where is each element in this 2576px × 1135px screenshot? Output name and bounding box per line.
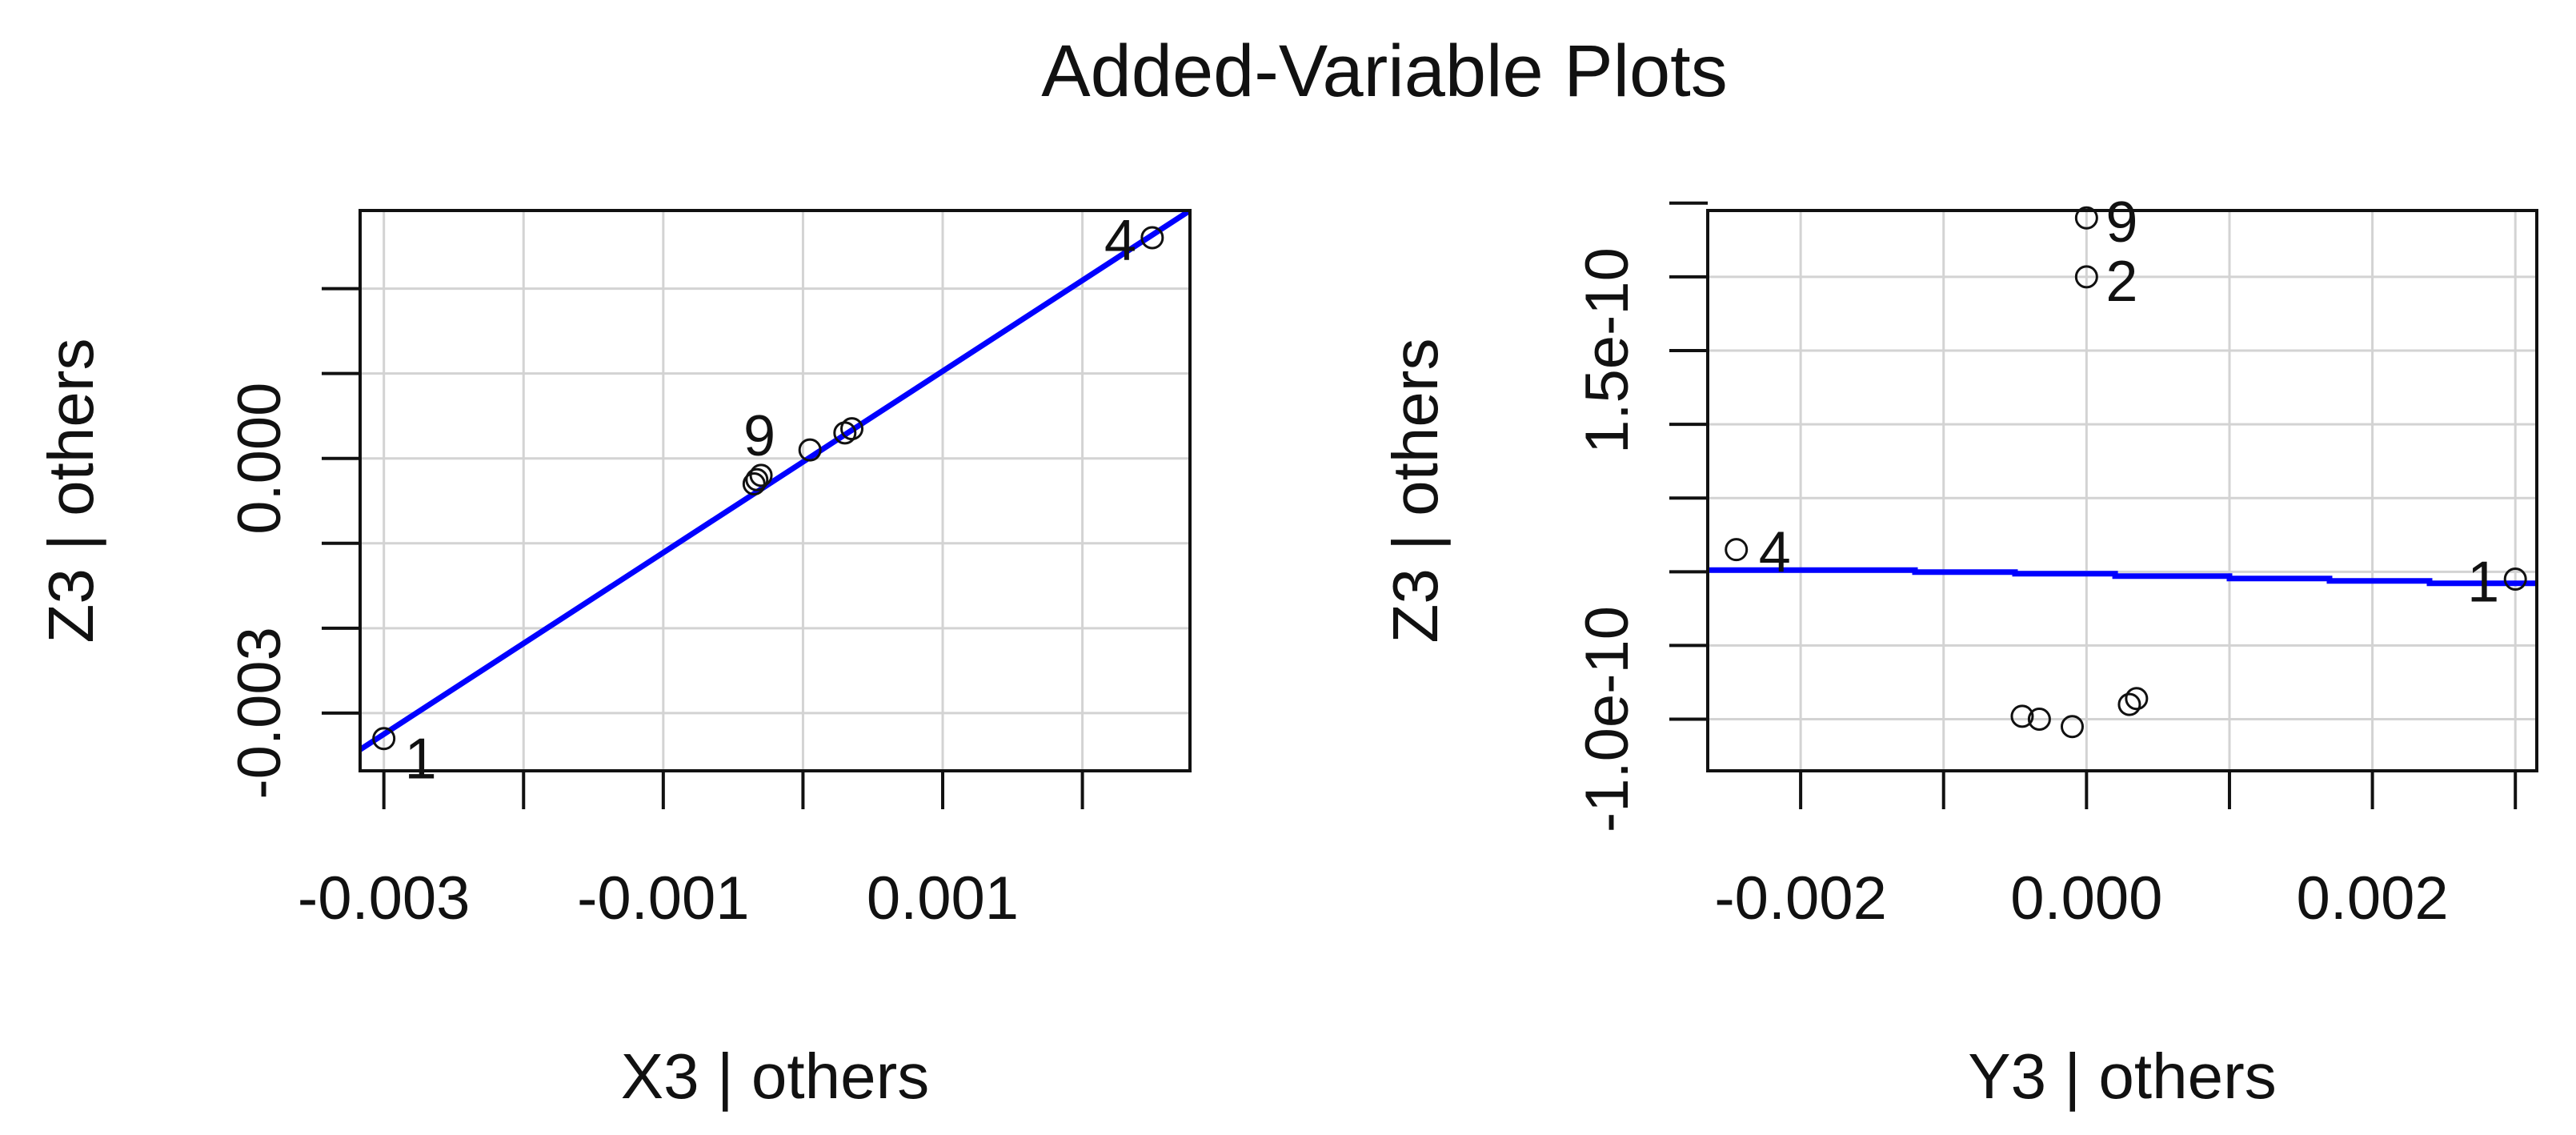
y-tick-label: -0.003 — [226, 627, 294, 800]
data-point — [2117, 692, 2141, 716]
plot-frame — [1706, 209, 2538, 772]
y-tick-label: 0.000 — [226, 383, 294, 535]
data-point — [749, 463, 773, 487]
data-point — [798, 438, 822, 462]
x-tick-label: -0.001 — [577, 864, 750, 932]
x-axis-label: Y3 | others — [1968, 1041, 2276, 1112]
x-axis-label: X3 | others — [621, 1041, 929, 1112]
point-label: 1 — [2467, 551, 2499, 615]
y-tick-label: -1.0e-10 — [1573, 606, 1641, 832]
point-label: 9 — [743, 404, 775, 468]
fit-line — [1708, 567, 2537, 587]
data-point — [2125, 687, 2149, 711]
y-axis-label: Z3 | others — [35, 339, 106, 644]
point-label: 9 — [2105, 191, 2137, 255]
point-label: 4 — [1104, 209, 1136, 273]
point-label: 1 — [405, 728, 437, 792]
plot-frame — [359, 209, 1192, 772]
figure-title: Added-Variable Plots — [1041, 30, 1727, 112]
data-point — [2074, 206, 2098, 230]
y-tick-label: 1.5e-10 — [1573, 247, 1641, 454]
x-tick-label: 0.002 — [2296, 864, 2448, 932]
x-tick-label: -0.003 — [298, 864, 471, 932]
x-tick-label: 0.000 — [2010, 864, 2162, 932]
data-point — [2074, 265, 2098, 289]
data-point — [1140, 226, 1164, 250]
panel-x3: 1 9 4 -0.003 -0.001 0.001 -0.003 0.000 X3 | othe… — [35, 209, 1192, 1112]
point-label: 4 — [1759, 521, 1791, 585]
data-point — [745, 467, 769, 491]
x-tick-label: -0.002 — [1714, 864, 1887, 932]
data-point — [372, 727, 396, 751]
data-point — [2027, 708, 2051, 732]
data-point — [840, 417, 864, 441]
point-label: 2 — [2105, 250, 2137, 314]
data-point — [1725, 538, 1749, 562]
fit-line — [360, 211, 1190, 752]
data-point — [2060, 715, 2084, 739]
y-axis-label: Z3 | others — [1380, 339, 1451, 644]
x-tick-label: 0.001 — [867, 864, 1019, 932]
data-point — [2503, 568, 2527, 592]
data-point — [742, 472, 766, 496]
panel-y3: 4 1 92 -0.002 0.000 0.002 -1.0e-10 1.5e-10 Y3 | … — [1380, 191, 2538, 1112]
data-point — [2010, 704, 2034, 728]
